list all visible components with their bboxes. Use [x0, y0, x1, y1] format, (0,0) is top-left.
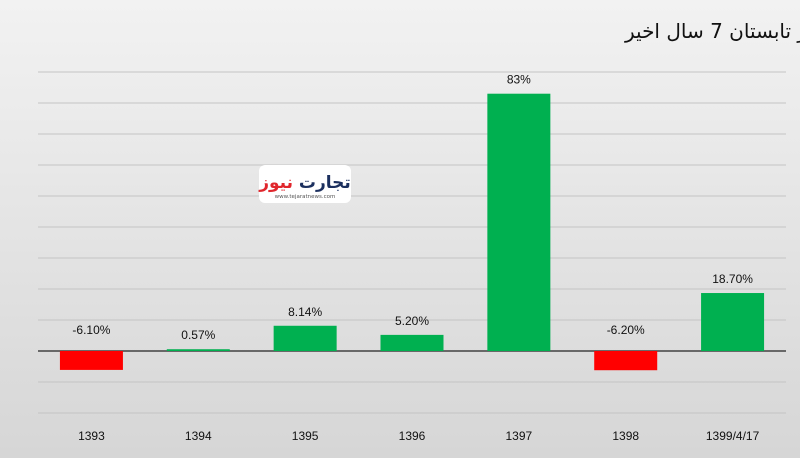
data-label-1397: 83%	[507, 73, 531, 87]
watermark-name-part2: نیوز	[258, 173, 293, 193]
bar-1396	[380, 334, 444, 351]
bars	[59, 93, 765, 371]
x-tick-1398: 1398	[612, 429, 639, 443]
bar-1393	[59, 351, 123, 370]
bar-1398	[594, 351, 658, 371]
x-axis-ticks: 1393 1394 1395 1396 1397 1398 1399/4/17	[78, 429, 760, 443]
data-label-1393: -6.10%	[72, 323, 110, 337]
gridlines	[38, 71, 786, 414]
watermark-logo: تجارت نیوز www.tejaratnews.com	[258, 165, 351, 203]
watermark-name: تجارت نیوز	[258, 173, 351, 193]
x-tick-1395: 1395	[292, 429, 319, 443]
data-labels: -6.10% 0.57% 8.14% 5.20% 83% -6.20% 18.70%	[72, 73, 753, 343]
watermark-background	[259, 165, 351, 203]
watermark-url: www.tejaratnews.com	[275, 194, 336, 200]
data-label-1396: 5.20%	[395, 314, 429, 328]
bar-1395	[273, 325, 337, 351]
bar-1397	[487, 93, 551, 351]
x-tick-1393: 1393	[78, 429, 105, 443]
data-label-1394: 0.57%	[181, 328, 215, 342]
x-tick-1396: 1396	[399, 429, 426, 443]
x-tick-1394: 1394	[185, 429, 212, 443]
bar-1399/4/17	[701, 293, 765, 351]
data-label-1398: -6.20%	[607, 323, 645, 337]
data-label-1395: 8.14%	[288, 305, 322, 319]
x-tick-1397: 1397	[506, 429, 533, 443]
x-tick-1399/4/17: 1399/4/17	[706, 429, 760, 443]
watermark-name-part1: تجارت	[299, 173, 351, 193]
data-label-1399/4/17: 18.70%	[712, 272, 753, 286]
bar-1394	[166, 349, 230, 351]
chart-title: میزان تغییرات قیمت طلای 18 عیار در تابست…	[624, 19, 800, 43]
